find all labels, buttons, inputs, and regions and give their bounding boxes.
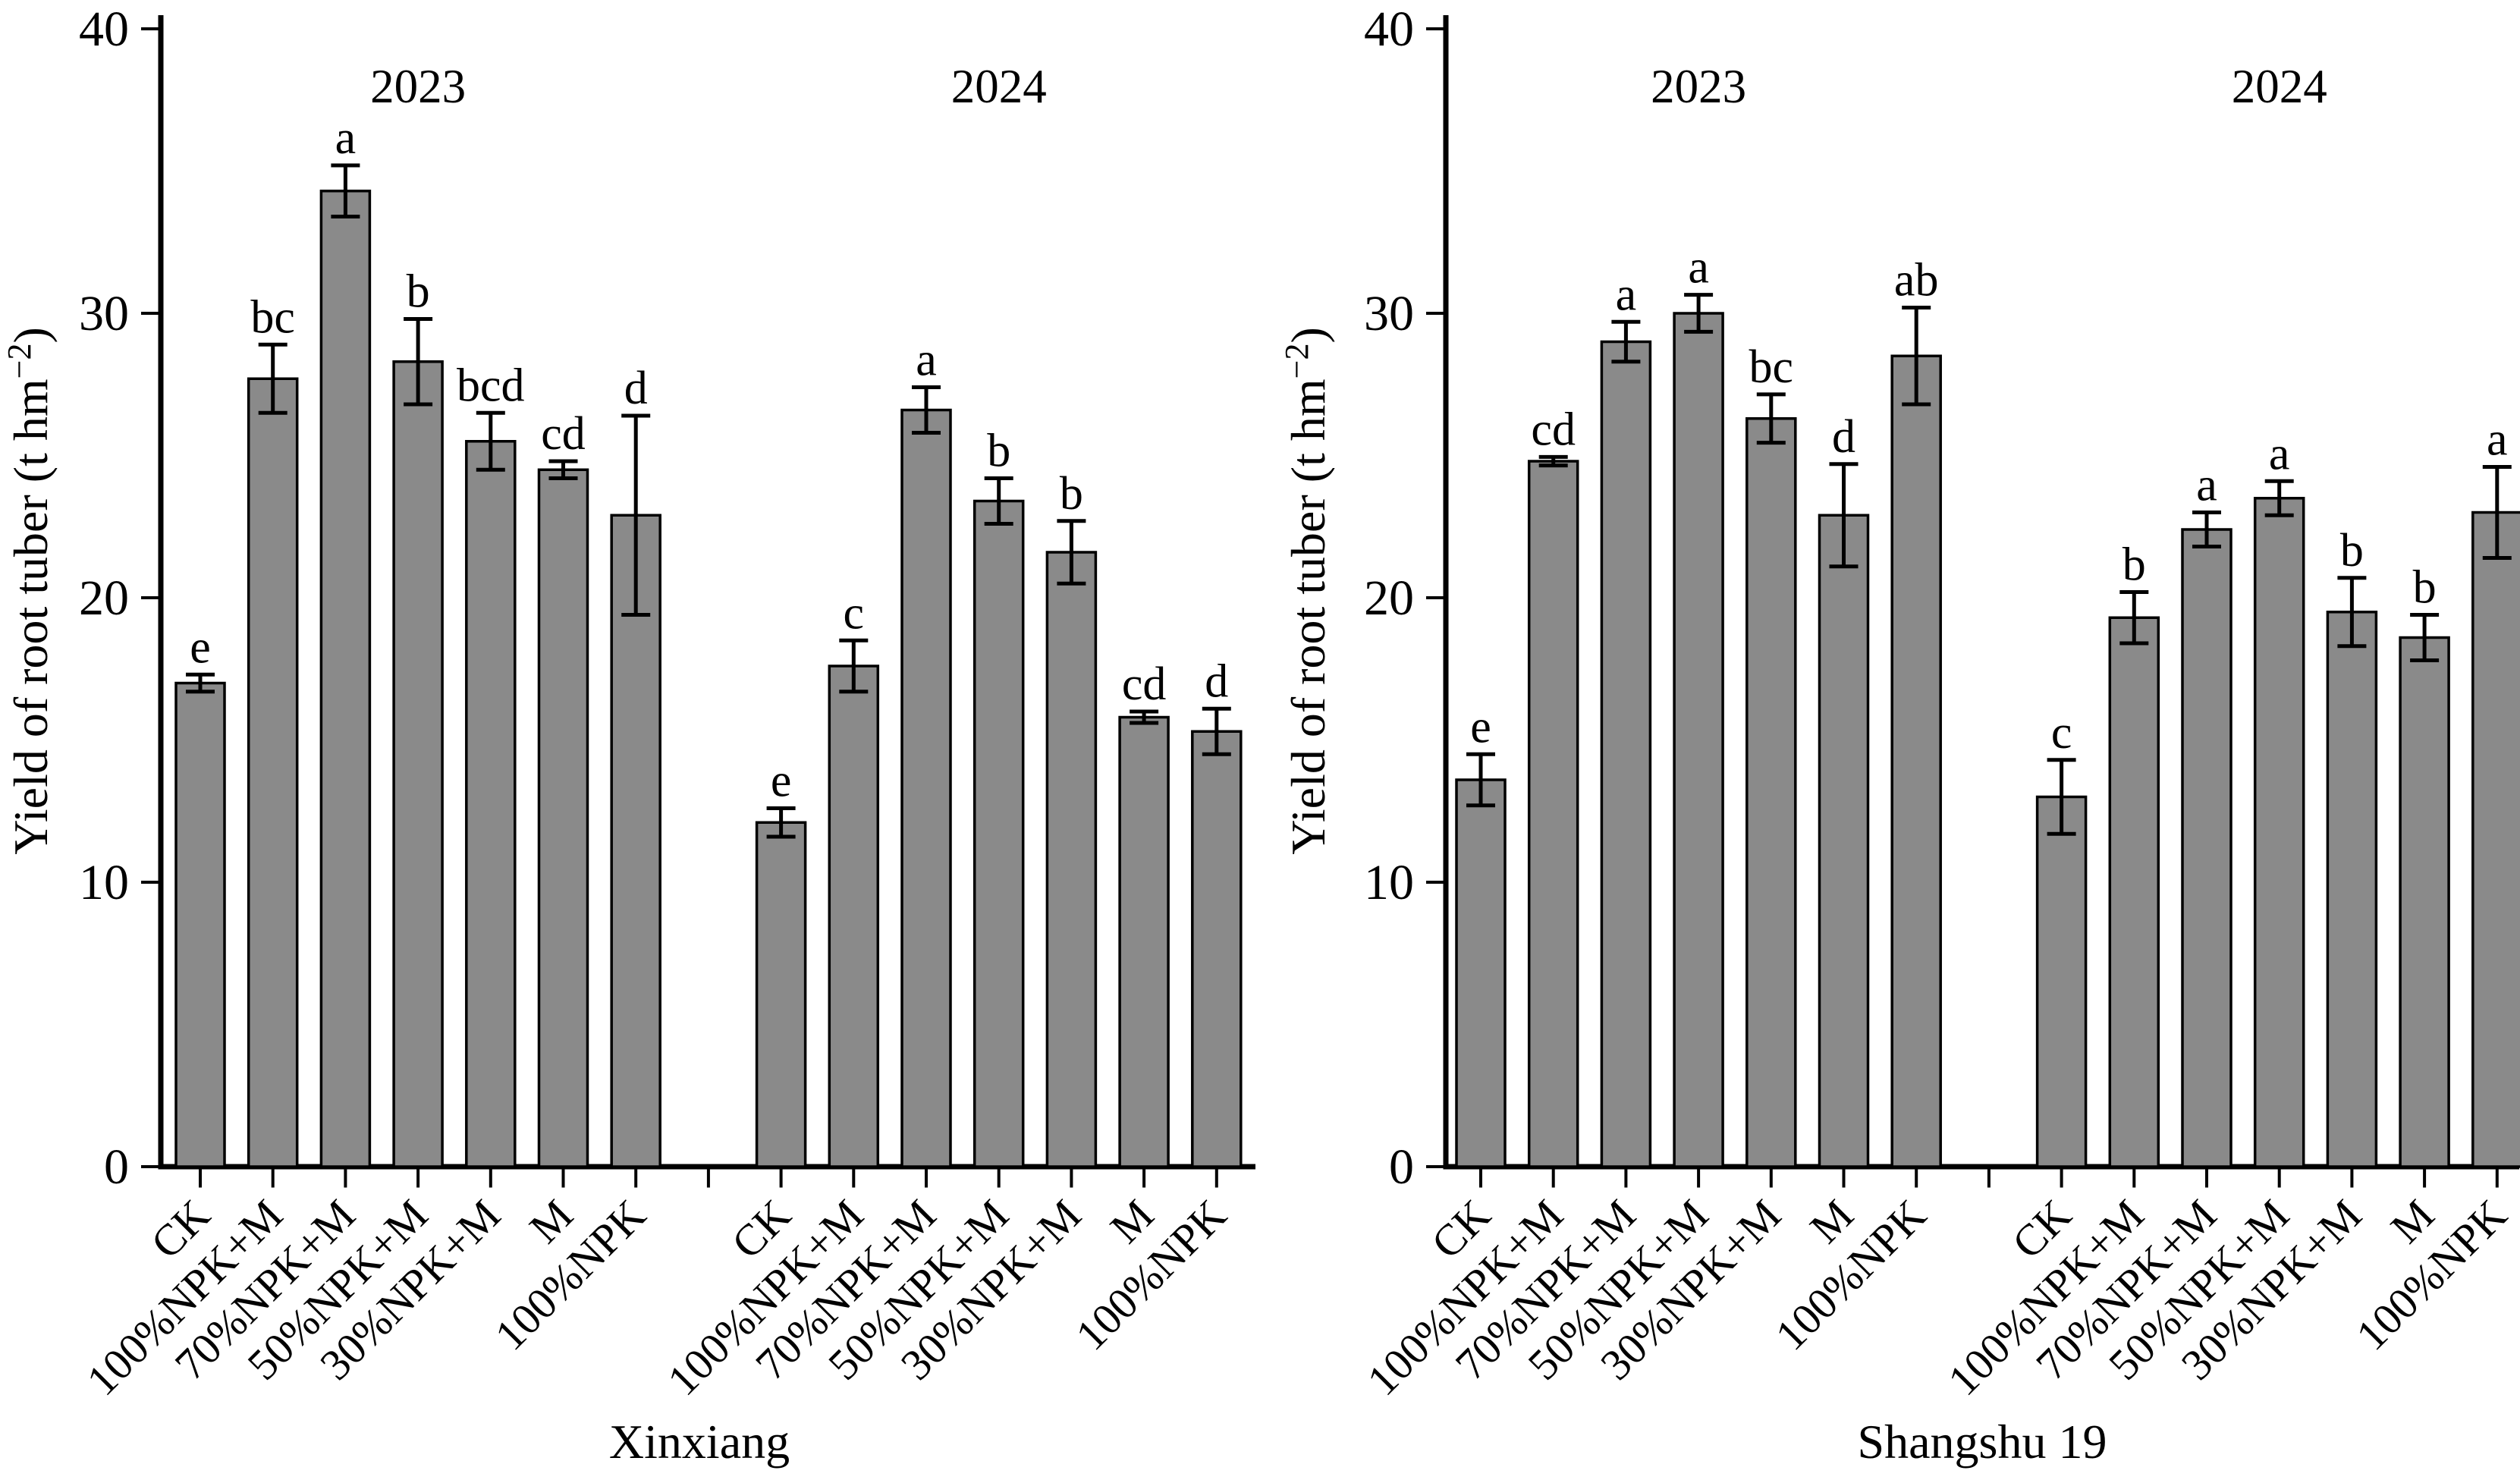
sig-letter: a xyxy=(1688,242,1709,294)
bar xyxy=(2035,795,2088,1168)
panel-title: Shangshu 19 xyxy=(1858,1415,2107,1469)
y-tick-label: 30 xyxy=(79,286,129,341)
sig-letter: a xyxy=(2269,428,2290,479)
sig-letter: c xyxy=(844,587,865,639)
bar xyxy=(2399,636,2450,1168)
sig-letter: d xyxy=(1832,411,1855,463)
sig-letter: a xyxy=(916,335,937,386)
y-tick-label: 40 xyxy=(1364,2,1414,57)
bar xyxy=(900,408,952,1168)
bar xyxy=(2253,497,2305,1168)
bar xyxy=(1673,312,1724,1168)
sig-letter: b xyxy=(2340,525,2364,577)
sig-letter: cd xyxy=(1531,404,1576,455)
year-label: 2024 xyxy=(951,60,1047,113)
bar xyxy=(1045,551,1098,1168)
bar xyxy=(465,440,517,1168)
bar xyxy=(1527,460,1579,1168)
bar xyxy=(610,514,661,1168)
y-tick-label: 10 xyxy=(79,855,129,910)
y-tick-label: 30 xyxy=(1364,286,1414,341)
y-axis-title: Yield of root tuber (t hm−2) xyxy=(1,327,58,855)
bar xyxy=(2471,511,2520,1168)
y-tick-label: 0 xyxy=(104,1139,129,1195)
bar xyxy=(2108,616,2160,1168)
bar xyxy=(1745,417,1797,1168)
bar xyxy=(1118,715,1170,1168)
sig-letter: cd xyxy=(1122,658,1167,710)
sig-letter: ab xyxy=(1894,255,1939,306)
sig-letter: cd xyxy=(541,408,586,460)
sig-letter: b xyxy=(407,266,430,318)
bar xyxy=(828,665,880,1168)
year-label: 2023 xyxy=(370,60,466,113)
y-tick-label: 20 xyxy=(79,570,129,626)
bar xyxy=(972,499,1025,1168)
sig-letter: a xyxy=(1616,269,1637,320)
sig-letter: d xyxy=(624,363,648,414)
bar xyxy=(1818,514,1870,1168)
y-axis-title: Yield of root tuber (t hm−2) xyxy=(1278,327,1335,855)
sig-letter: a xyxy=(2196,460,2217,511)
sig-letter: a xyxy=(335,112,357,164)
sig-letter: b xyxy=(2123,539,2146,591)
chart-shangshu19: 0102030402023eCKcd100%NPK+Ma70%NPK+Ma50%… xyxy=(1278,2,2520,1469)
bar xyxy=(2181,528,2232,1168)
sig-letter: c xyxy=(2051,707,2072,759)
bar xyxy=(392,360,444,1168)
year-label: 2023 xyxy=(1651,60,1746,113)
bar xyxy=(2326,611,2378,1168)
y-tick-label: 0 xyxy=(1389,1139,1414,1195)
sig-letter: b xyxy=(1060,468,1083,520)
panel-title: Xinxiang xyxy=(609,1415,790,1469)
bar xyxy=(319,190,372,1168)
sig-letter: e xyxy=(1470,701,1491,752)
sig-letter: b xyxy=(987,426,1010,477)
sig-letter: e xyxy=(771,756,792,807)
bar xyxy=(537,468,589,1168)
y-tick-label: 10 xyxy=(1364,855,1414,910)
sig-letter: bc xyxy=(1749,341,1794,393)
bar xyxy=(755,821,807,1168)
bar xyxy=(247,377,299,1168)
sig-letter: bcd xyxy=(457,360,525,411)
sig-letter: b xyxy=(2413,562,2437,614)
bar xyxy=(1600,340,1652,1168)
y-tick-label: 40 xyxy=(79,2,129,57)
sig-letter: bc xyxy=(250,291,295,343)
bar xyxy=(1191,730,1243,1168)
sig-letter: d xyxy=(1205,655,1228,707)
y-tick-label: 20 xyxy=(1364,570,1414,626)
bar xyxy=(1455,778,1507,1168)
bar xyxy=(174,681,226,1168)
sig-letter: a xyxy=(2487,414,2508,466)
year-label: 2024 xyxy=(2232,60,2327,113)
sig-letter: e xyxy=(190,621,211,673)
bar xyxy=(1890,354,1942,1168)
chart-xinxiang: 0102030402023eCKbc100%NPK+Ma70%NPK+Mb50%… xyxy=(1,2,1255,1469)
